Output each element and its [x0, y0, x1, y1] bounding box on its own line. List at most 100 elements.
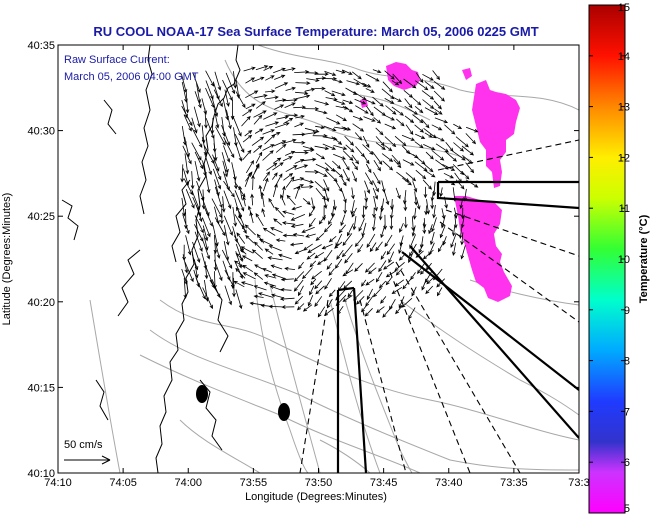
- current-vector-arrow: [340, 214, 346, 227]
- current-vector-arrow: [385, 105, 397, 115]
- current-vector-arrow: [215, 242, 221, 259]
- current-vector-arrow: [290, 223, 304, 228]
- current-vector-arrow: [382, 81, 393, 93]
- current-vector-arrow: [351, 161, 359, 171]
- current-vector-arrow: [244, 172, 251, 188]
- current-vector-arrow: [260, 191, 265, 208]
- current-vector-arrow: [351, 207, 357, 218]
- current-vector-arrow: [465, 179, 479, 188]
- current-vector-arrow: [458, 225, 463, 240]
- current-vector-arrow: [302, 157, 317, 162]
- current-vector-arrow: [245, 103, 256, 110]
- current-vector-arrow: [181, 197, 186, 217]
- current-vector-arrow: [251, 249, 263, 260]
- current-vector-arrow: [375, 271, 383, 283]
- x-axis-ticks: 74:10 74:05 74:00 73:55 73:50 73:45 73:40 73:35…: [44, 45, 590, 489]
- current-vector-arrow: [314, 100, 330, 106]
- current-vector-arrow: [309, 285, 315, 296]
- current-vector-arrow: [249, 211, 254, 224]
- current-vector-arrow: [411, 216, 415, 232]
- current-vector-arrow: [424, 81, 435, 90]
- x-tick-label: 73:35: [500, 477, 528, 489]
- current-vector-arrow: [254, 264, 263, 270]
- current-vector-arrow: [314, 169, 328, 177]
- colorbar: [588, 4, 626, 514]
- current-vector-arrow: [233, 260, 245, 268]
- current-vector-arrow: [255, 101, 266, 109]
- current-vector-arrow: [384, 98, 395, 104]
- current-vector-arrow: [403, 197, 408, 212]
- current-vector-arrow: [307, 244, 322, 253]
- current-vector-arrow: [414, 124, 424, 133]
- current-vector-arrow: [305, 233, 316, 238]
- current-vector-arrow: [238, 213, 245, 226]
- current-vector-arrow: [314, 145, 330, 151]
- colorbar-ticks: 15 14 13 12 11 10 9 8 7 6 5: [589, 2, 630, 515]
- current-vector-arrow: [205, 80, 214, 100]
- current-vector-arrow: [213, 250, 218, 272]
- current-vector-arrow: [221, 125, 231, 147]
- current-vector-arrow: [271, 293, 285, 299]
- current-vector-arrow: [453, 123, 463, 130]
- current-vector-arrow: [409, 243, 417, 257]
- current-vector-arrow: [401, 297, 413, 308]
- current-vector-arrow: [402, 177, 412, 186]
- current-vector-arrow: [431, 217, 437, 233]
- current-vector-arrow: [221, 249, 233, 270]
- current-vector-arrow: [451, 226, 456, 237]
- surface-current-vectors: [180, 65, 479, 320]
- current-vector-arrow: [362, 144, 374, 156]
- current-vector-arrow: [351, 154, 360, 165]
- current-vector-arrow: [421, 90, 435, 100]
- current-vector-arrow: [324, 190, 330, 203]
- current-vector-arrow: [444, 196, 448, 209]
- current-vector-arrow: [437, 240, 445, 253]
- current-vector-arrow: [372, 187, 378, 200]
- current-vector-arrow: [194, 224, 204, 242]
- current-vector-arrow: [235, 91, 246, 109]
- current-vector-arrow: [282, 156, 293, 162]
- current-vector-arrow: [295, 81, 311, 85]
- current-vector-arrow: [193, 106, 201, 128]
- current-vector-arrow: [293, 279, 304, 292]
- current-vector-arrow: [181, 73, 188, 94]
- current-vector-arrow: [196, 205, 203, 223]
- current-vector-arrow: [326, 117, 341, 125]
- current-vector-arrow: [213, 143, 218, 162]
- current-vector-arrow: [241, 115, 251, 127]
- current-vector-arrow: [362, 82, 372, 88]
- current-vector-arrow: [253, 294, 264, 299]
- current-vector-arrow: [268, 197, 275, 209]
- current-vector-arrow: [295, 91, 309, 95]
- current-vector-arrow: [361, 205, 366, 219]
- current-vector-arrow: [388, 251, 395, 264]
- current-vector-arrow: [395, 268, 403, 276]
- current-vector-arrow: [294, 164, 309, 170]
- current-vector-arrow: [328, 213, 336, 225]
- current-vector-arrow: [221, 196, 226, 213]
- current-vector-arrow: [262, 171, 271, 182]
- current-vector-arrow: [273, 157, 282, 164]
- current-vector-arrow: [398, 242, 403, 254]
- current-vector-arrow: [245, 77, 256, 84]
- current-vector-arrow: [394, 261, 405, 272]
- current-vector-arrow: [462, 154, 473, 164]
- current-vector-arrow: [383, 261, 395, 270]
- current-vector-arrow: [315, 76, 327, 81]
- current-vector-arrow: [281, 221, 296, 225]
- current-vector-arrow: [253, 272, 264, 280]
- current-vector-arrow: [452, 187, 457, 202]
- current-vector-arrow: [242, 149, 252, 161]
- current-vector-arrow: [262, 144, 275, 151]
- current-vector-arrow: [191, 142, 202, 161]
- current-vector-arrow: [324, 277, 332, 290]
- current-vector-arrow: [382, 306, 393, 318]
- current-vector-arrow: [282, 210, 295, 215]
- current-vector-arrow: [342, 99, 354, 105]
- current-vector-arrow: [224, 89, 230, 108]
- current-vector-arrow: [391, 106, 404, 116]
- current-vector-arrow: [422, 249, 434, 260]
- current-vector-arrow: [351, 71, 362, 80]
- current-vector-arrow: [201, 189, 206, 210]
- current-vector-arrow: [303, 106, 320, 111]
